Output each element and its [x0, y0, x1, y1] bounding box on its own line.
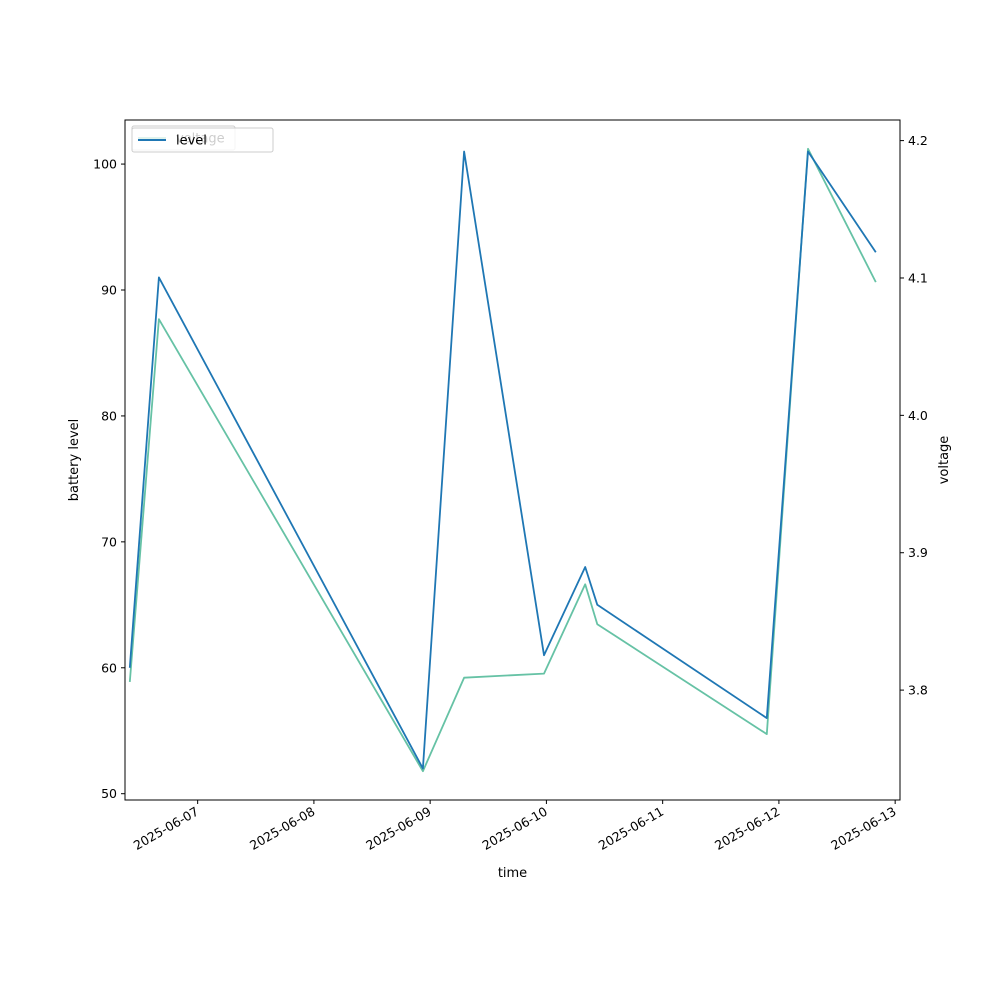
legend-level-label: level [176, 134, 207, 149]
right-tick-label: 4.0 [908, 408, 928, 423]
left-tick-label: 60 [101, 660, 117, 675]
right-tick-label: 3.9 [908, 545, 928, 560]
legend-level-box [131, 127, 274, 153]
right-y-axis-label: voltage [937, 436, 952, 485]
left-tick-label: 100 [93, 157, 117, 172]
left-tick-label: 90 [101, 283, 117, 298]
right-tick-label: 3.8 [908, 683, 928, 698]
left-tick-label: 70 [101, 534, 117, 549]
plot-frame [124, 119, 901, 801]
left-tick-label: 50 [101, 786, 117, 801]
right-y-axis: 3.8 3.9 4.0 4.1 4.2 [900, 133, 928, 698]
right-tick-label: 4.1 [908, 270, 928, 285]
right-tick-label: 4.2 [908, 133, 928, 148]
series-layer [128, 147, 877, 773]
legend-level: level [131, 127, 274, 153]
series-line-level [128, 150, 877, 770]
left-y-axis-label: battery level [67, 419, 82, 502]
left-y-axis: 50 60 70 80 90 100 [93, 157, 125, 801]
x-axis-label: time [498, 866, 527, 881]
left-tick-label: 80 [101, 408, 117, 423]
